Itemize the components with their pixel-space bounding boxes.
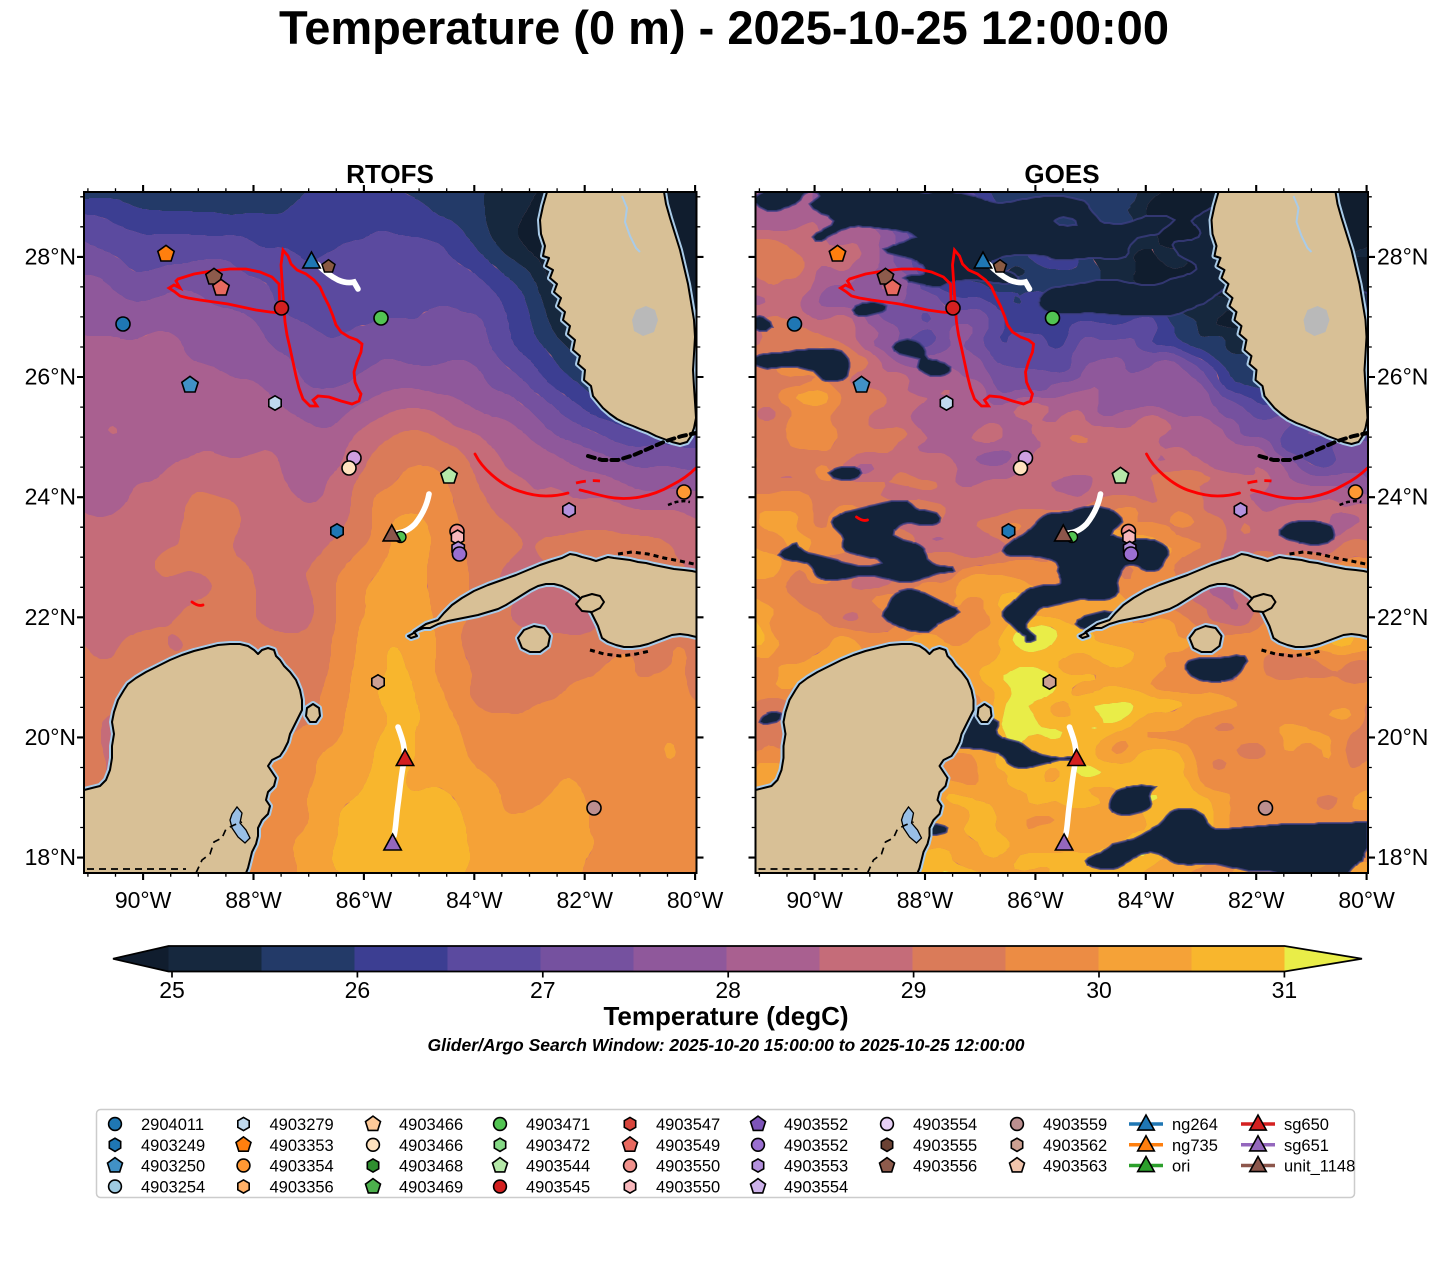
svg-text:Temperature (degC): Temperature (degC) (603, 1001, 848, 1031)
svg-text:24°N: 24°N (1377, 484, 1428, 510)
svg-text:sg650: sg650 (1284, 1116, 1329, 1134)
svg-text:sg651: sg651 (1284, 1137, 1329, 1155)
svg-text:4903556: 4903556 (913, 1158, 977, 1176)
svg-text:ng735: ng735 (1172, 1137, 1218, 1155)
svg-text:88°W: 88°W (897, 887, 954, 913)
svg-text:88°W: 88°W (225, 887, 282, 913)
svg-text:80°W: 80°W (1338, 887, 1395, 913)
svg-text:28°N: 28°N (25, 243, 76, 269)
svg-text:84°W: 84°W (446, 887, 503, 913)
svg-text:GOES: GOES (1024, 159, 1099, 189)
svg-text:31: 31 (1272, 977, 1298, 1003)
svg-text:ori: ori (1172, 1158, 1190, 1176)
svg-text:18°N: 18°N (25, 844, 76, 870)
svg-text:22°N: 22°N (25, 604, 76, 630)
svg-text:4903563: 4903563 (1043, 1158, 1107, 1176)
svg-text:90°W: 90°W (786, 887, 843, 913)
svg-text:28°N: 28°N (1377, 243, 1428, 269)
svg-text:4903544: 4903544 (526, 1158, 590, 1176)
svg-text:4903466: 4903466 (399, 1137, 463, 1155)
svg-text:22°N: 22°N (1377, 604, 1428, 630)
svg-text:80°W: 80°W (667, 887, 724, 913)
svg-text:4903466: 4903466 (399, 1116, 463, 1134)
svg-text:4903555: 4903555 (913, 1137, 977, 1155)
svg-text:20°N: 20°N (25, 724, 76, 750)
svg-text:4903354: 4903354 (270, 1158, 334, 1176)
svg-text:4903249: 4903249 (141, 1137, 205, 1155)
svg-text:90°W: 90°W (115, 887, 172, 913)
svg-text:4903552: 4903552 (784, 1137, 848, 1155)
svg-text:82°W: 82°W (1228, 887, 1285, 913)
svg-text:84°W: 84°W (1118, 887, 1175, 913)
svg-text:2904011: 2904011 (141, 1116, 204, 1134)
svg-text:4903562: 4903562 (1043, 1137, 1107, 1155)
svg-text:18°N: 18°N (1377, 844, 1428, 870)
svg-text:4903559: 4903559 (1043, 1116, 1107, 1134)
svg-text:Temperature (0 m) - 2025-10-25: Temperature (0 m) - 2025-10-25 12:00:00 (279, 1, 1169, 54)
svg-text:25: 25 (159, 977, 185, 1003)
svg-text:4903279: 4903279 (270, 1116, 334, 1134)
svg-text:4903356: 4903356 (270, 1179, 334, 1197)
svg-text:30: 30 (1086, 977, 1112, 1003)
svg-text:RTOFS: RTOFS (346, 159, 434, 189)
svg-text:4903468: 4903468 (399, 1158, 463, 1176)
svg-text:4903254: 4903254 (141, 1179, 205, 1197)
svg-text:26: 26 (345, 977, 371, 1003)
svg-text:28: 28 (715, 977, 741, 1003)
svg-text:86°W: 86°W (1007, 887, 1064, 913)
svg-text:27: 27 (530, 977, 556, 1003)
svg-text:4903547: 4903547 (656, 1116, 720, 1134)
svg-text:20°N: 20°N (1377, 724, 1428, 750)
svg-text:24°N: 24°N (25, 484, 76, 510)
svg-text:86°W: 86°W (336, 887, 393, 913)
svg-text:4903552: 4903552 (784, 1116, 848, 1134)
svg-text:4903550: 4903550 (656, 1158, 720, 1176)
svg-text:4903469: 4903469 (399, 1179, 463, 1197)
svg-text:29: 29 (901, 977, 927, 1003)
svg-text:4903549: 4903549 (656, 1137, 720, 1155)
svg-text:4903554: 4903554 (784, 1179, 848, 1197)
svg-text:26°N: 26°N (1377, 364, 1428, 390)
svg-text:unit_1148: unit_1148 (1284, 1158, 1355, 1176)
svg-text:4903250: 4903250 (141, 1158, 205, 1176)
svg-text:4903554: 4903554 (913, 1116, 977, 1134)
svg-text:82°W: 82°W (556, 887, 613, 913)
svg-text:4903353: 4903353 (270, 1137, 334, 1155)
svg-text:4903545: 4903545 (526, 1179, 590, 1197)
svg-text:4903472: 4903472 (526, 1137, 590, 1155)
svg-text:26°N: 26°N (25, 364, 76, 390)
svg-text:ng264: ng264 (1172, 1116, 1218, 1134)
svg-text:4903550: 4903550 (656, 1179, 720, 1197)
svg-text:4903553: 4903553 (784, 1158, 848, 1176)
svg-text:Glider/Argo Search Window: 202: Glider/Argo Search Window: 2025-10-20 15… (427, 1035, 1024, 1055)
svg-text:4903471: 4903471 (526, 1116, 590, 1134)
